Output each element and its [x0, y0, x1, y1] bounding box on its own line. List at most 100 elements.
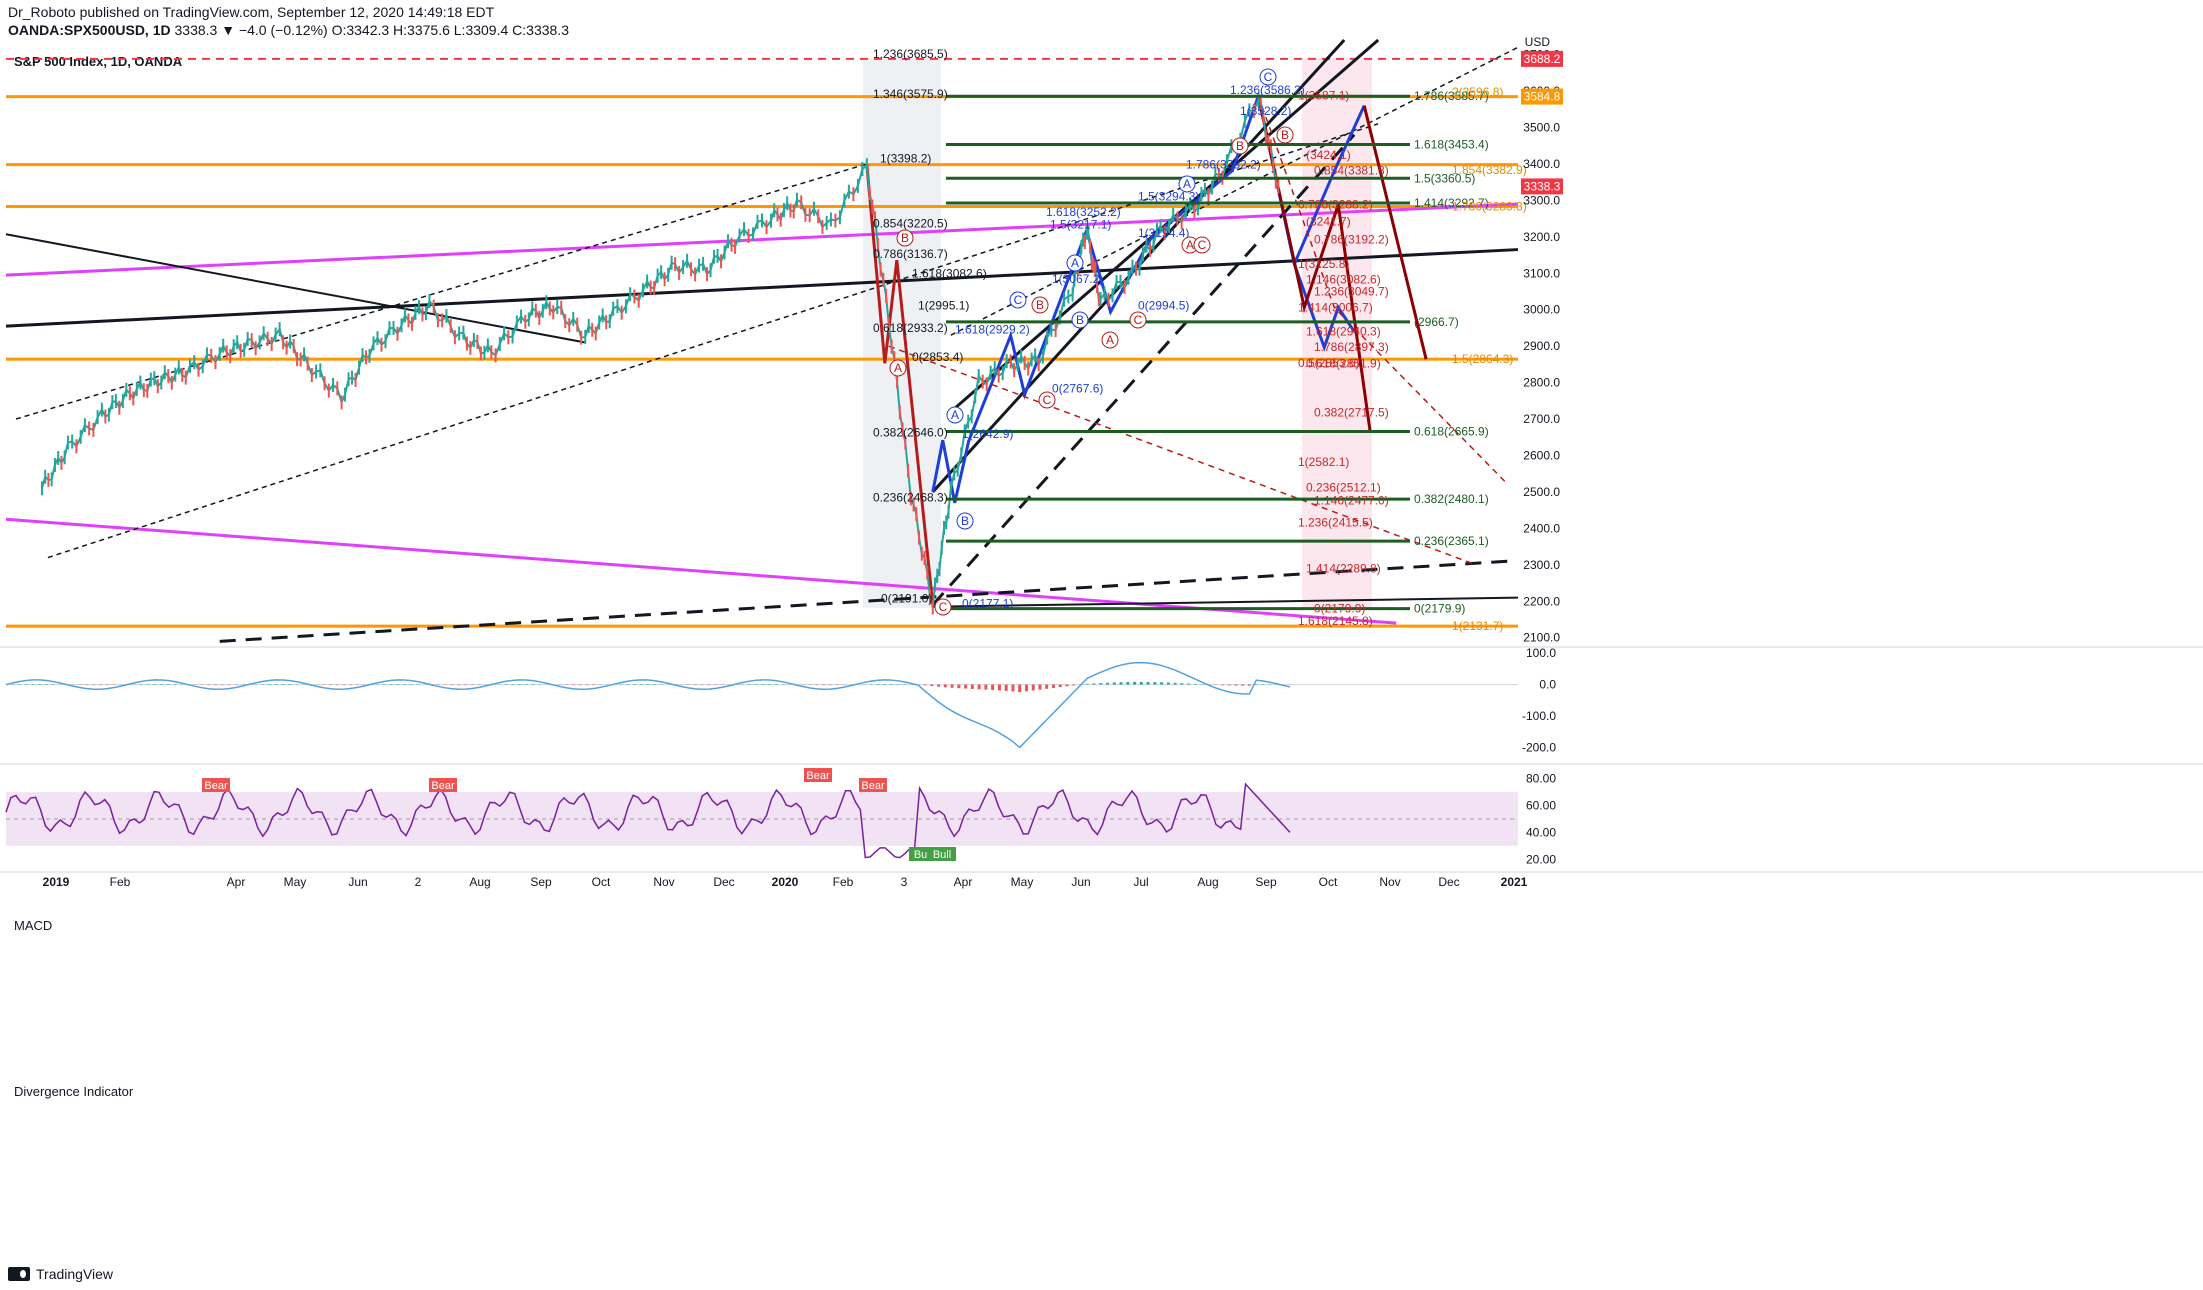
time-axis-tick: May — [284, 875, 307, 889]
divergence-tag — [859, 778, 887, 792]
fib-label-red: 0.5(2853.6) — [1298, 356, 1359, 370]
wave-label: A — [1106, 333, 1114, 347]
time-axis-tick: Oct — [1319, 875, 1338, 889]
symbol-label: OANDA:SPX500USD, 1D — [8, 22, 171, 38]
fib-label-left: 1(2995.1) — [918, 298, 969, 312]
divergence-tag-label: Bear — [431, 780, 455, 792]
time-axis-tick: 2021 — [1501, 875, 1528, 889]
downtrend-line — [5, 233, 586, 344]
fib-label-red: 1.414(3006.7) — [1298, 300, 1373, 314]
wave-label: B — [1281, 128, 1289, 142]
fib-label-left: 0.382(2646.0) — [873, 426, 948, 440]
wave-a-b-c-down — [865, 164, 935, 605]
fib-label-green: 1.618(3453.4) — [1414, 137, 1489, 151]
fib-label-red: 1(3587.1) — [1298, 89, 1349, 103]
fib-label-red: 0(2179.9) — [1314, 602, 1365, 616]
divergence-tag-label: Bull — [933, 849, 951, 861]
wave-label: B — [961, 514, 969, 528]
wave-label: A — [951, 408, 959, 422]
fib-label-left: 0.786(3136.7) — [873, 247, 948, 261]
price-axis-tick: 3500.0 — [1523, 120, 1560, 134]
publisher-line: Dr_Roboto published on TradingView.com, … — [8, 4, 495, 20]
fib-label-left: 1.5(3294.3) — [1138, 189, 1199, 203]
price-axis-tick: 2400.0 — [1523, 521, 1560, 535]
fib-label-red: 0.786(3288.2) — [1298, 198, 1373, 212]
rsi-axis-tick: 60.00 — [1526, 799, 1556, 813]
price-tag — [1521, 50, 1563, 67]
fib-label-green: 1.5(3360.5) — [1414, 171, 1475, 185]
dashed-projection — [1257, 95, 1509, 486]
fib-label-red: 1.236(2415.5) — [1298, 516, 1373, 530]
rsi-line — [5, 782, 1291, 859]
wave-label-circle — [1101, 331, 1119, 349]
price-axis-tick: 3000.0 — [1523, 303, 1560, 317]
wave-projection-red-down — [1362, 105, 1428, 360]
fib-label-orange: 1(2131.7) — [1452, 619, 1503, 633]
fib-label-red: 1(3125.8) — [1298, 257, 1349, 271]
currency-label: USD — [1525, 35, 1551, 49]
axes: 2100.02200.02300.02400.02500.02600.02700… — [43, 35, 1563, 889]
price-tag-label: 3688.2 — [1524, 52, 1561, 66]
price-axis-tick: 3400.0 — [1523, 157, 1560, 171]
divergence-tag-label: Bull — [914, 849, 932, 861]
price-tag-label: 3338.3 — [1524, 179, 1561, 193]
time-axis-tick: 2020 — [772, 875, 799, 889]
time-axis-tick: Oct — [592, 875, 611, 889]
wave-label-circle — [1031, 296, 1049, 314]
fib-label-red: 1.786(2897.3) — [1314, 340, 1389, 354]
support-line — [932, 596, 1519, 608]
fib-label-red: (3241.7) — [1306, 215, 1351, 229]
wave-label: C — [1134, 313, 1143, 327]
time-axis-tick: Apr — [954, 875, 973, 889]
time-axis-tick: Dec — [713, 875, 734, 889]
price-axis-tick: 2900.0 — [1523, 339, 1560, 353]
wave-label: C — [1014, 293, 1023, 307]
macd-axis-tick: 0.0 — [1539, 678, 1556, 692]
fib-label-left: 0.236(2468.3) — [873, 490, 948, 504]
wave-label-circle — [1066, 254, 1084, 272]
tradingview-logo-icon — [8, 1267, 30, 1281]
fib-label-red: 1.618(2145.8) — [1298, 614, 1373, 628]
fib-label-left: 1(3398.2) — [880, 152, 931, 166]
time-axis-tick: Apr — [227, 875, 246, 889]
fib-label-orange: 1.5(2864.3) — [1452, 352, 1513, 366]
wave-label-circle — [1276, 126, 1294, 144]
price-axis-tick: 3200.0 — [1523, 230, 1560, 244]
fib-label-left: 0(2191.0) — [881, 592, 932, 606]
wave-label: A — [1186, 238, 1194, 252]
wave-label-circle — [946, 406, 964, 424]
divergence-tag — [202, 778, 230, 792]
divergence-tag — [928, 847, 956, 861]
fib-label-left: 0(2853.4) — [912, 350, 963, 364]
fib-label-left: 1(3194.4) — [1138, 226, 1189, 240]
time-axis-tick: Jun — [1071, 875, 1090, 889]
wave-label: A — [894, 361, 902, 375]
wave-label-circle — [1259, 68, 1277, 86]
time-axis-tick: Jul — [1133, 875, 1148, 889]
shaded-zone — [863, 58, 941, 608]
wave-label: A — [1183, 177, 1191, 191]
macd-axis-tick: -200.0 — [1522, 740, 1556, 754]
rsi-axis-tick: 40.00 — [1526, 825, 1556, 839]
wave-label-circle — [896, 229, 914, 247]
fib-label-green: 0(2179.9) — [1414, 602, 1465, 616]
fib-label-left: 0.854(3220.5) — [873, 216, 948, 230]
price-chart-title: S&P 500 Index, 1D, OANDA — [14, 54, 183, 69]
fib-label-red: 1(2582.1) — [1298, 455, 1349, 469]
rsi-axis-tick: 20.00 — [1526, 852, 1556, 866]
wave-label-circle — [1193, 236, 1211, 254]
fib-label-left: 1(3528.2) — [1240, 104, 1291, 118]
fib-label-green: 1.414(3292.7) — [1414, 196, 1489, 210]
chart-header: Dr_Roboto published on TradingView.com, … — [0, 0, 2203, 56]
wave-label-circle — [1178, 175, 1196, 193]
wave-label: B — [1236, 139, 1244, 153]
price-tag-label: 3584.8 — [1524, 90, 1561, 104]
price-axis-tick: 2200.0 — [1523, 594, 1560, 608]
fib-label-green: 0.382(2480.1) — [1414, 492, 1489, 506]
price-axis-tick: 2800.0 — [1523, 376, 1560, 390]
fib-label-red: 1.146(2477.0) — [1314, 493, 1389, 507]
fib-label-left: 1.618(3252.2) — [1046, 205, 1121, 219]
trend-lines — [5, 38, 1519, 643]
time-axis-tick: Aug — [1197, 875, 1218, 889]
